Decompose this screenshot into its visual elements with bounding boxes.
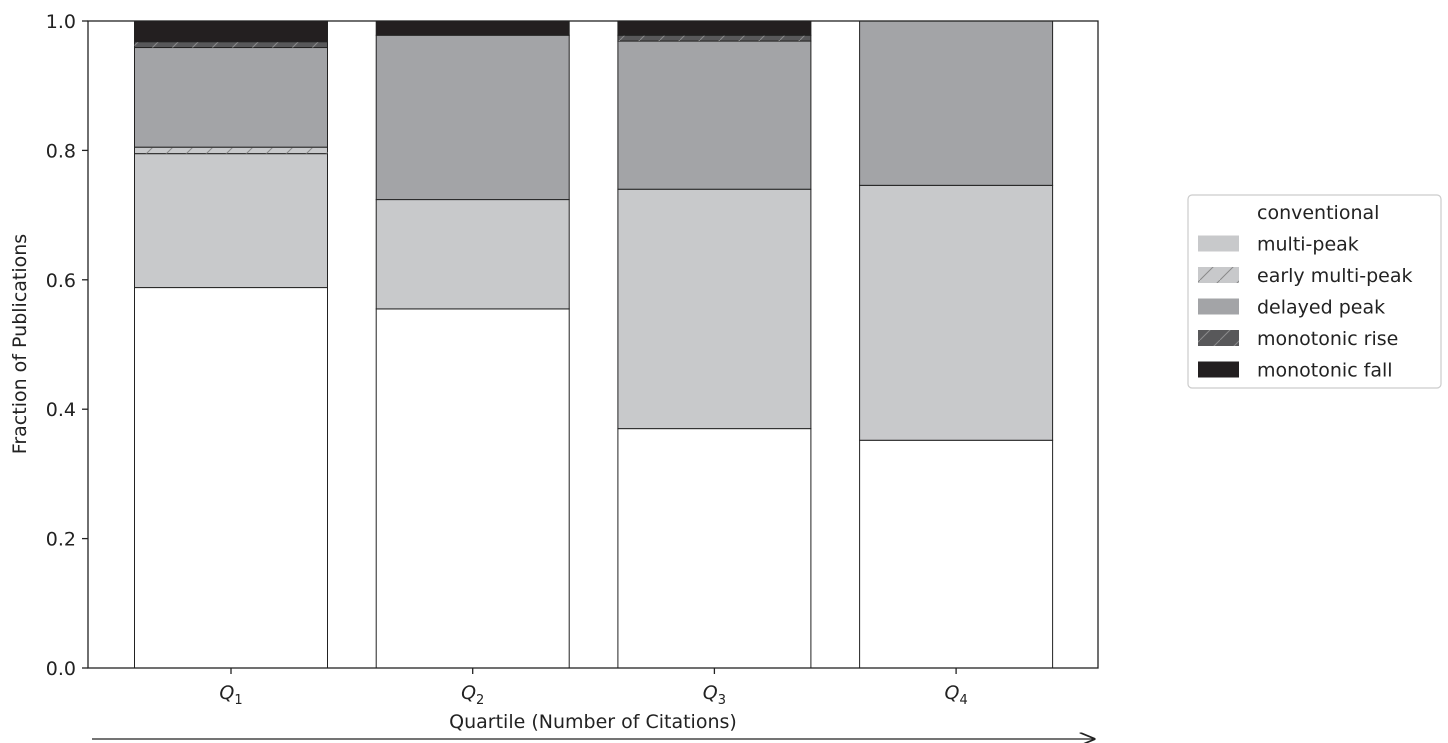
legend-swatch-multi-peak: [1198, 235, 1239, 252]
bar-hatch-q1-monotonic-rise: [134, 41, 328, 48]
bar-q1-delayed-peak: [134, 47, 328, 148]
x-tick-label: Q3: [703, 682, 726, 708]
bar-q4-multi-peak: [859, 184, 1054, 441]
bar-q4-conventional: [859, 439, 1054, 669]
bar-q3-monotonic-fall: [617, 20, 812, 36]
legend-swatch-hatch-monotonic-rise: [1198, 330, 1239, 346]
legend-frame: [1187, 194, 1442, 389]
legend-swatch-conventional: [1198, 204, 1239, 220]
bar-hatch-q3-monotonic-rise: [617, 35, 811, 42]
bar-q2-delayed-peak: [375, 34, 570, 201]
legend-swatch-monotonic-fall: [1198, 361, 1239, 378]
legend-label-delayed-peak: delayed peak: [1257, 297, 1385, 319]
plot-frame: [87, 20, 1099, 669]
x-tick-label: Q1: [219, 682, 242, 708]
legend: conventional multi-peak early multi-peak de…: [1187, 194, 1442, 389]
bar-q3-delayed-peak: [617, 40, 812, 190]
bar-q2-multi-peak: [375, 199, 570, 310]
y-axis-label: Fraction of Publications: [9, 234, 31, 454]
legend-label-monotonic-fall: monotonic fall: [1257, 360, 1393, 382]
bars-layer: [134, 20, 1054, 669]
legend-label-monotonic-rise: monotonic rise: [1257, 328, 1398, 350]
legend-swatch-delayed-peak: [1198, 298, 1239, 315]
y-tick-label: 0.4: [46, 399, 76, 421]
y-tick-label: 1.0: [46, 11, 76, 33]
bar-q1-conventional: [134, 287, 328, 669]
bar-q1-multi-peak: [134, 153, 328, 289]
bar-q3-multi-peak: [617, 188, 812, 430]
legend-label-multi-peak: multi-peak: [1257, 234, 1359, 256]
x-tick-label: Q4: [944, 682, 967, 708]
y-axis: 0.0 0.2 0.4 0.6 0.8 1.0: [46, 11, 88, 680]
legend-label-early-multi-peak: early multi-peak: [1257, 265, 1413, 287]
bar-q3-conventional: [617, 428, 812, 669]
y-tick-label: 0.6: [46, 270, 76, 292]
y-tick-label: 0.2: [46, 529, 76, 551]
y-tick-label: 0.8: [46, 140, 76, 162]
bar-q2-conventional: [375, 308, 570, 669]
x-axis: Q1 Q2 Q3 Q4: [219, 668, 968, 708]
bar-hatch-q1-early-multi-peak: [134, 147, 328, 154]
bar-q2-monotonic-fall: [375, 20, 570, 36]
y-tick-label: 0.0: [46, 658, 76, 680]
x-tick-label: Q2: [461, 682, 484, 708]
bar-q1-monotonic-fall: [134, 20, 328, 43]
x-axis-label: Quartile (Number of Citations): [449, 711, 737, 733]
legend-swatch-hatch-early-multi-peak: [1198, 267, 1239, 283]
bar-q4-delayed-peak: [859, 20, 1054, 186]
legend-label-conventional: conventional: [1257, 202, 1379, 224]
